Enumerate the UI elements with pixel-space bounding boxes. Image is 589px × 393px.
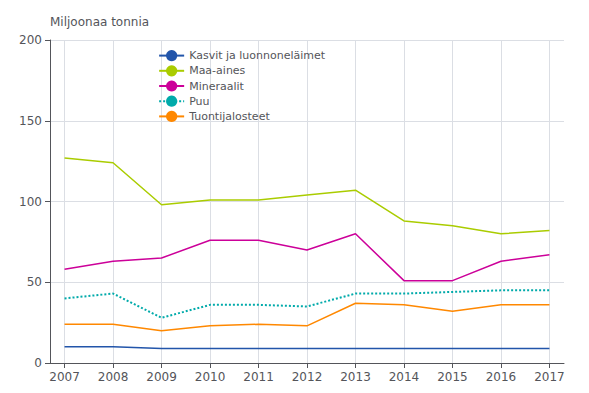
svg-text:100: 100 xyxy=(19,195,42,209)
svg-text:Puu: Puu xyxy=(189,95,209,108)
svg-text:2007: 2007 xyxy=(49,370,80,384)
svg-text:Tuontijalosteet: Tuontijalosteet xyxy=(188,110,270,123)
svg-text:50: 50 xyxy=(27,275,42,289)
svg-text:Kasvit ja luonnoneläimet: Kasvit ja luonnoneläimet xyxy=(189,49,326,62)
svg-text:2017: 2017 xyxy=(534,370,565,384)
svg-text:2008: 2008 xyxy=(98,370,129,384)
svg-text:2010: 2010 xyxy=(195,370,226,384)
svg-text:2014: 2014 xyxy=(389,370,420,384)
svg-text:2009: 2009 xyxy=(146,370,177,384)
svg-text:Mineraalit: Mineraalit xyxy=(189,80,244,93)
svg-text:Maa-aines: Maa-aines xyxy=(189,64,245,77)
svg-text:2013: 2013 xyxy=(340,370,371,384)
svg-text:200: 200 xyxy=(19,33,42,47)
svg-text:0: 0 xyxy=(34,356,42,370)
svg-text:2016: 2016 xyxy=(486,370,517,384)
svg-text:2012: 2012 xyxy=(292,370,323,384)
svg-text:Miljoonaa tonnia: Miljoonaa tonnia xyxy=(50,15,149,29)
svg-text:150: 150 xyxy=(19,114,42,128)
svg-text:2011: 2011 xyxy=(243,370,274,384)
svg-text:2015: 2015 xyxy=(437,370,468,384)
